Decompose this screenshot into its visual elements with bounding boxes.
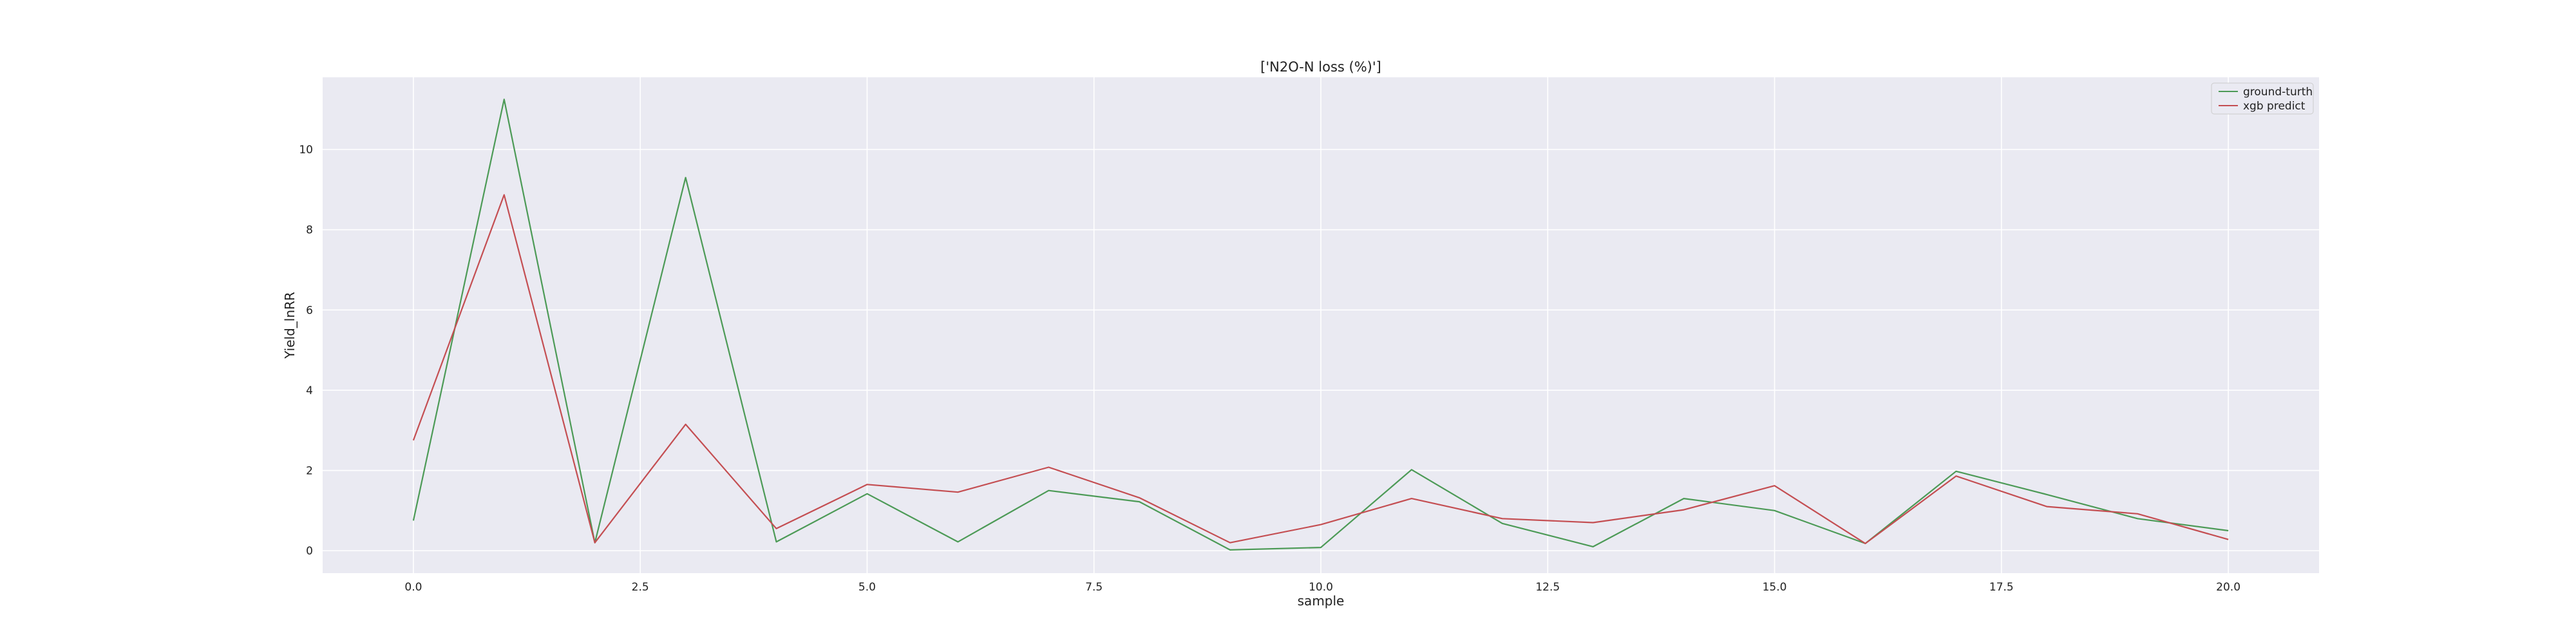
x-tick-label: 12.5 [1535,581,1560,594]
grid [323,77,2319,573]
x-tick-label: 10.0 [1309,581,1333,594]
legend: ground-turth xgb predict [2211,82,2314,115]
x-tick-label: 7.5 [1085,581,1103,594]
x-axis-label: sample [1298,593,1345,609]
x-tick-label: 20.0 [2216,581,2240,594]
y-tick-label: 8 [306,224,313,237]
y-tick-label: 2 [306,465,313,478]
chart-title: ['N2O-N loss (%)'] [1260,59,1381,75]
series-lines [412,99,2229,551]
legend-label-xgb-predict: xgb predict [2243,100,2306,113]
y-tick-label: 4 [306,384,313,397]
x-tick-label: 5.0 [858,581,876,594]
x-tick-label: 17.5 [1989,581,2014,594]
y-tick-label: 6 [306,304,313,317]
series-line-xgb-predict [412,194,2229,545]
x-tick-label: 2.5 [632,581,649,594]
x-tick-label: 0.0 [404,581,422,594]
x-tick-label: 15.0 [1763,581,1787,594]
y-axis-label: Yield_lnRR [282,292,298,359]
series-line-ground-turth [412,99,2229,551]
legend-label-ground-turth: ground-turth [2243,86,2313,99]
tick-labels: 0.0 2.5 5.0 7.5 10.0 12.5 15.0 17.5 20.0 0 2 4 6 8 10 [299,144,2240,594]
y-tick-label: 0 [306,545,313,558]
y-tick-label: 10 [299,144,313,156]
